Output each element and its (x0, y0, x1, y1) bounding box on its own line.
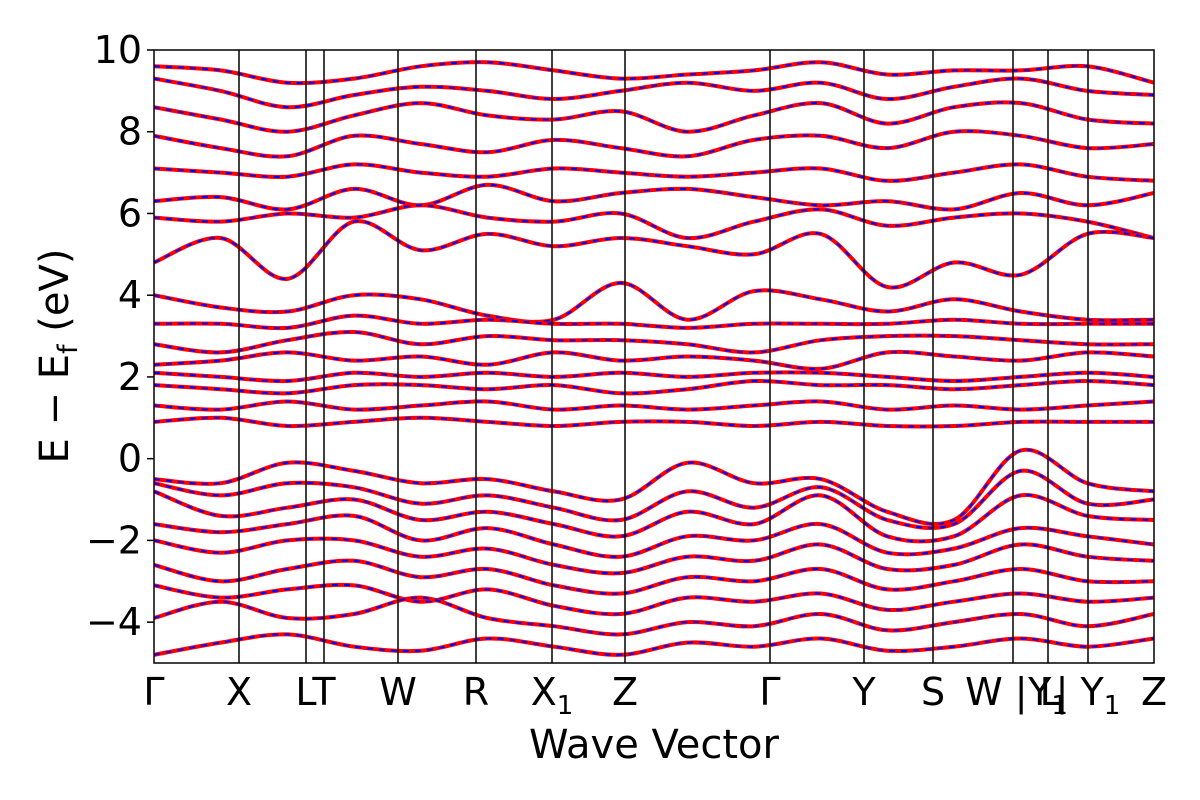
band-line-solid (154, 219, 1154, 290)
band-line-dashed (154, 61, 1154, 85)
band-line-solid (154, 582, 1154, 617)
y-tick-label: 6 (118, 191, 142, 235)
band-line-dashed (154, 101, 1154, 133)
band-line-dashed (154, 130, 1154, 158)
y-tick-label: 0 (118, 437, 142, 481)
band-line-dashed (154, 220, 1154, 289)
x-tick-label: | Y1 (1056, 670, 1121, 721)
y-tick-label: 10 (94, 28, 142, 72)
y-tick-label: −4 (86, 600, 142, 644)
band-line-solid (154, 182, 1154, 212)
x-tick-label: Z (612, 670, 638, 714)
band-lines (154, 60, 1154, 657)
band-line-dashed (154, 559, 1154, 595)
x-tick-label: S (921, 670, 945, 714)
plot-frame (153, 49, 1155, 664)
band-line-dashed (154, 633, 1154, 656)
band-line-dashed (154, 183, 1154, 211)
band-line-solid (154, 280, 1154, 324)
band-line-solid (154, 378, 1154, 396)
band-line-dashed (154, 350, 1154, 370)
band-line-dashed (154, 469, 1154, 529)
high-symmetry-lines (238, 50, 1089, 663)
band-line-solid (154, 513, 1154, 559)
band-line-solid (154, 313, 1154, 331)
band-line-dashed (154, 490, 1154, 543)
x-tick-label: R (463, 670, 489, 714)
x-axis: Γ X LT W R X1 Z Γ Y S W | L| Y1 Z Y1 (143, 670, 1167, 721)
y-tick-label: 4 (118, 273, 142, 317)
x-tick-label: Y (851, 670, 876, 714)
band-line-dashed (154, 596, 1154, 636)
band-line-solid (154, 595, 1154, 637)
x-axis-title: Wave Vector (529, 722, 780, 768)
x-tick-label: X1 (531, 670, 574, 721)
band-line-solid (154, 489, 1154, 544)
band-line-solid (154, 415, 1154, 429)
band-line-solid (154, 203, 1154, 241)
band-line-dashed (154, 537, 1154, 575)
x-tick-label: X (226, 670, 252, 714)
x-tick-label: Y1 (1027, 670, 1068, 721)
band-line-dashed (154, 204, 1154, 240)
band-line-solid (154, 399, 1154, 412)
x-tick-label: Γ (143, 670, 164, 714)
x-tick-label: W | L (965, 670, 1061, 715)
y-tick-label: −2 (86, 518, 142, 562)
band-line-dashed (154, 77, 1154, 109)
y-axis: −4 −2 0 2 4 6 8 10 (86, 28, 154, 644)
y-tick-label: 8 (118, 110, 142, 154)
x-tick-label: W (379, 670, 417, 714)
x-tick-label: Γ (759, 670, 780, 714)
y-tick-label: 2 (118, 355, 142, 399)
y-axis-title: E − Ef (eV) (32, 249, 84, 464)
band-line-dashed (154, 583, 1154, 616)
band-line-solid (154, 447, 1154, 526)
band-line-dashed (154, 330, 1154, 354)
x-tick-label: T (311, 670, 336, 714)
band-line-dashed (154, 281, 1154, 323)
band-line-dashed (154, 514, 1154, 558)
band-line-solid (154, 162, 1154, 183)
x-tick-label: L (295, 670, 316, 714)
x-tick-label: Z (1141, 670, 1167, 714)
band-line-solid (154, 632, 1154, 657)
band-line-solid (154, 370, 1154, 384)
